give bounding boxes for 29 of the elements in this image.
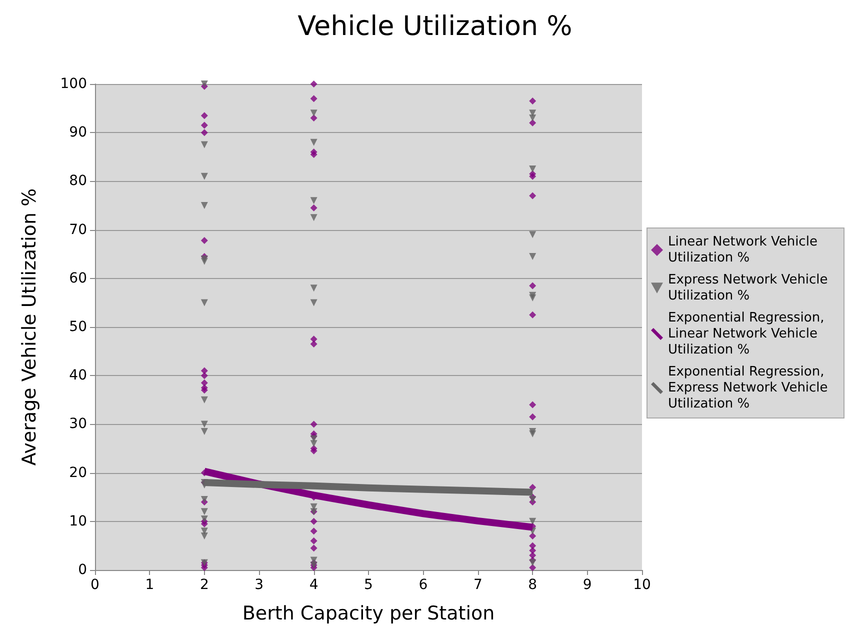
x-tick-label: 6 [418,577,428,593]
legend-label: Express Network Vehicle Utilization % [668,272,832,304]
y-tick-label: 70 [69,222,87,238]
x-tick-label: 2 [200,577,209,593]
y-tick-label: 80 [69,173,87,190]
y-tick-label: 90 [69,124,87,141]
legend-label: Exponential Regression, Linear Network Vehicle Utilization % [668,310,828,358]
y-tick-label: 30 [69,416,87,432]
legend-label: Exponential Regression, Express Network Vehicle Utilization % [668,364,832,412]
y-tick-label: 100 [60,76,87,92]
legend-label: Linear Network Vehicle Utilization % [668,234,822,266]
x-tick-label: 9 [582,577,592,593]
y-tick-label: 0 [78,562,87,578]
x-tick-label: 8 [528,577,538,593]
x-tick-label: 1 [145,577,154,593]
x-tick-label: 0 [90,577,100,593]
chart-title: Vehicle Utilization % [298,11,572,42]
y-axis-title: Average Vehicle Utilization % [18,188,40,466]
y-tick-label: 50 [69,319,87,335]
x-tick-label: 4 [309,577,318,593]
x-axis-title: Berth Capacity per Station [242,602,495,624]
x-tick-label: 7 [473,577,482,593]
x-tick-label: 5 [364,577,373,593]
y-tick-label: 20 [69,464,87,481]
y-tick-label: 60 [69,270,87,286]
y-tick-label: 40 [69,368,87,384]
y-tick-label: 10 [69,513,87,530]
x-tick-label: 3 [254,577,264,593]
x-tick-label: 10 [633,577,651,593]
